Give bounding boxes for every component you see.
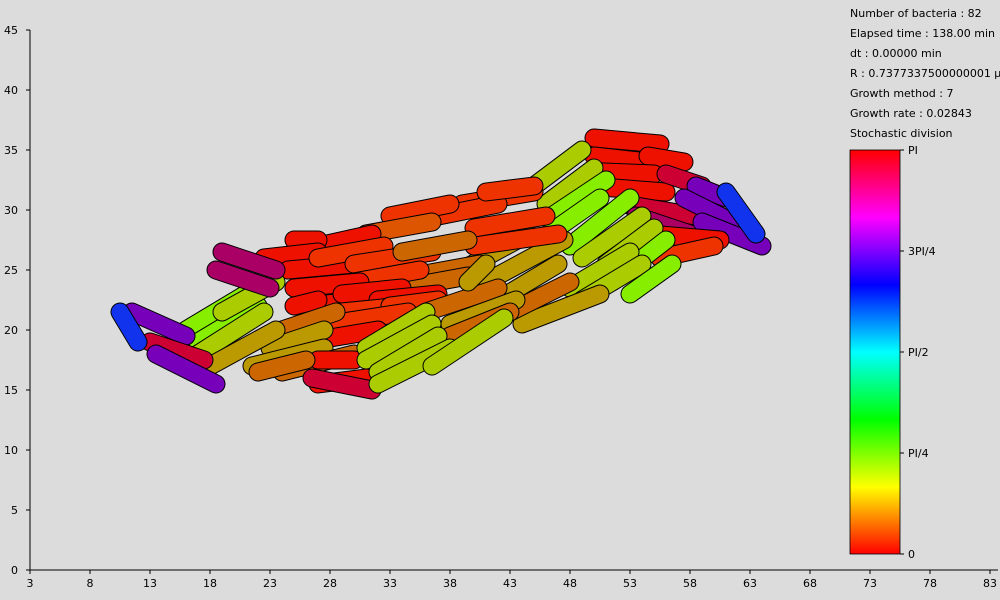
y-tick-label: 35 [4,144,18,157]
bacterium-cell [381,195,459,225]
bacterium-cell [309,225,381,255]
bacterium-cell [525,141,591,195]
colorbar [849,149,901,555]
x-tick-label: 78 [923,577,937,590]
bacterium-cell [675,189,741,231]
bacterium-cell [111,303,147,351]
bacterium-cell [357,303,435,357]
y-tick-label: 40 [4,84,18,97]
x-tick-label: 83 [983,577,997,590]
x-tick-label: 38 [443,577,457,590]
y-tick-label: 15 [4,384,18,397]
bacterium-cell [477,231,573,291]
x-tick-label: 53 [623,577,637,590]
x-tick-label: 63 [743,577,757,590]
bacterium-cell [465,225,567,255]
bacterium-cell [285,273,369,297]
x-tick-label: 68 [803,577,817,590]
bacterium-cell [213,243,285,279]
bacterium-cell [393,231,477,261]
bacterium-cell [639,147,693,171]
bacterium-cell [123,303,195,345]
x-tick-label: 3 [27,577,34,590]
x-tick-label: 73 [863,577,877,590]
colorbar-tick-label: 3PI/4 [908,245,936,258]
bacteria-count: Number of bacteria : 82 [850,7,982,20]
y-tick-label: 20 [4,324,18,337]
bacterium-cell [261,321,333,357]
colorbar-ticks: PI 3PI/4 PI/2 PI/4 0 [900,144,936,561]
bacterium-cell [465,207,555,237]
bacterium-cell [615,195,705,225]
y-tick-label: 25 [4,264,18,277]
bacterium-cell [321,303,417,333]
x-tick-label: 43 [503,577,517,590]
x-tick-label: 8 [87,577,94,590]
bacterium-cell [147,345,225,393]
bacterium-cell [303,369,381,399]
bacterium-cell [621,255,681,303]
bacterium-cell [273,303,345,339]
y-tick-label: 0 [11,564,18,577]
y-tick-label: 10 [4,444,18,457]
bacterium-cell [537,159,603,213]
x-tick-label: 28 [323,577,337,590]
bacterium-cell [369,327,447,381]
bacterium-cell [543,171,615,225]
colorbar-tick-label: 0 [908,548,915,561]
x-tick-label: 33 [383,577,397,590]
x-tick-label: 18 [203,577,217,590]
bacterium-cell [207,261,279,297]
division-mode: Stochastic division [850,127,953,140]
bacterium-cell [285,291,327,315]
colorbar-tick-label: PI/4 [908,447,929,460]
growth-method: Growth method : 7 [850,87,954,100]
bacterium-cell [513,285,609,333]
bacterium-cell [561,189,639,255]
bacterium-cell [459,255,495,291]
bacterium-cell [357,315,441,369]
cells-layer [110,128,772,400]
bacterium-cell [585,129,669,153]
r-value: R : 0.7377337500000001 µ [850,67,1000,80]
bacterium-cell [309,237,393,267]
bacterium-cell [423,309,513,375]
y-tick-label: 45 [4,24,18,37]
bacterium-cell [189,303,273,363]
bacterium-cell [201,321,285,375]
x-tick-label: 58 [683,577,697,590]
x-tick-label: 13 [143,577,157,590]
x-tick-label: 23 [263,577,277,590]
bacterium-cell [477,177,543,201]
bacterium-cell [255,243,327,267]
info-panel: Number of bacteria : 82 Elapsed time : 1… [850,4,1000,144]
elapsed-time: Elapsed time : 138.00 min [850,27,995,40]
bacterium-cell [717,183,765,243]
x-tick-label: 48 [563,577,577,590]
dt-value: dt : 0.00000 min [850,47,942,60]
colorbar-tick-label: PI [908,144,918,157]
colorbar-tick-label: PI/2 [908,346,929,359]
bacterium-cell [561,243,639,297]
bacterium-cell [393,267,477,297]
bacterium-cell [573,207,651,267]
y-tick-label: 5 [11,504,18,517]
bacterium-cell [333,279,411,303]
bacterium-cell [585,147,657,171]
bacterium-cell [249,351,315,381]
y-tick-label: 30 [4,204,18,217]
bacterium-cell [417,279,507,321]
growth-rate: Growth rate : 0.02843 [850,107,972,120]
axes: 3 8 13 18 23 28 33 38 43 48 53 58 63 68 73 78 8305101520… [4,24,998,590]
